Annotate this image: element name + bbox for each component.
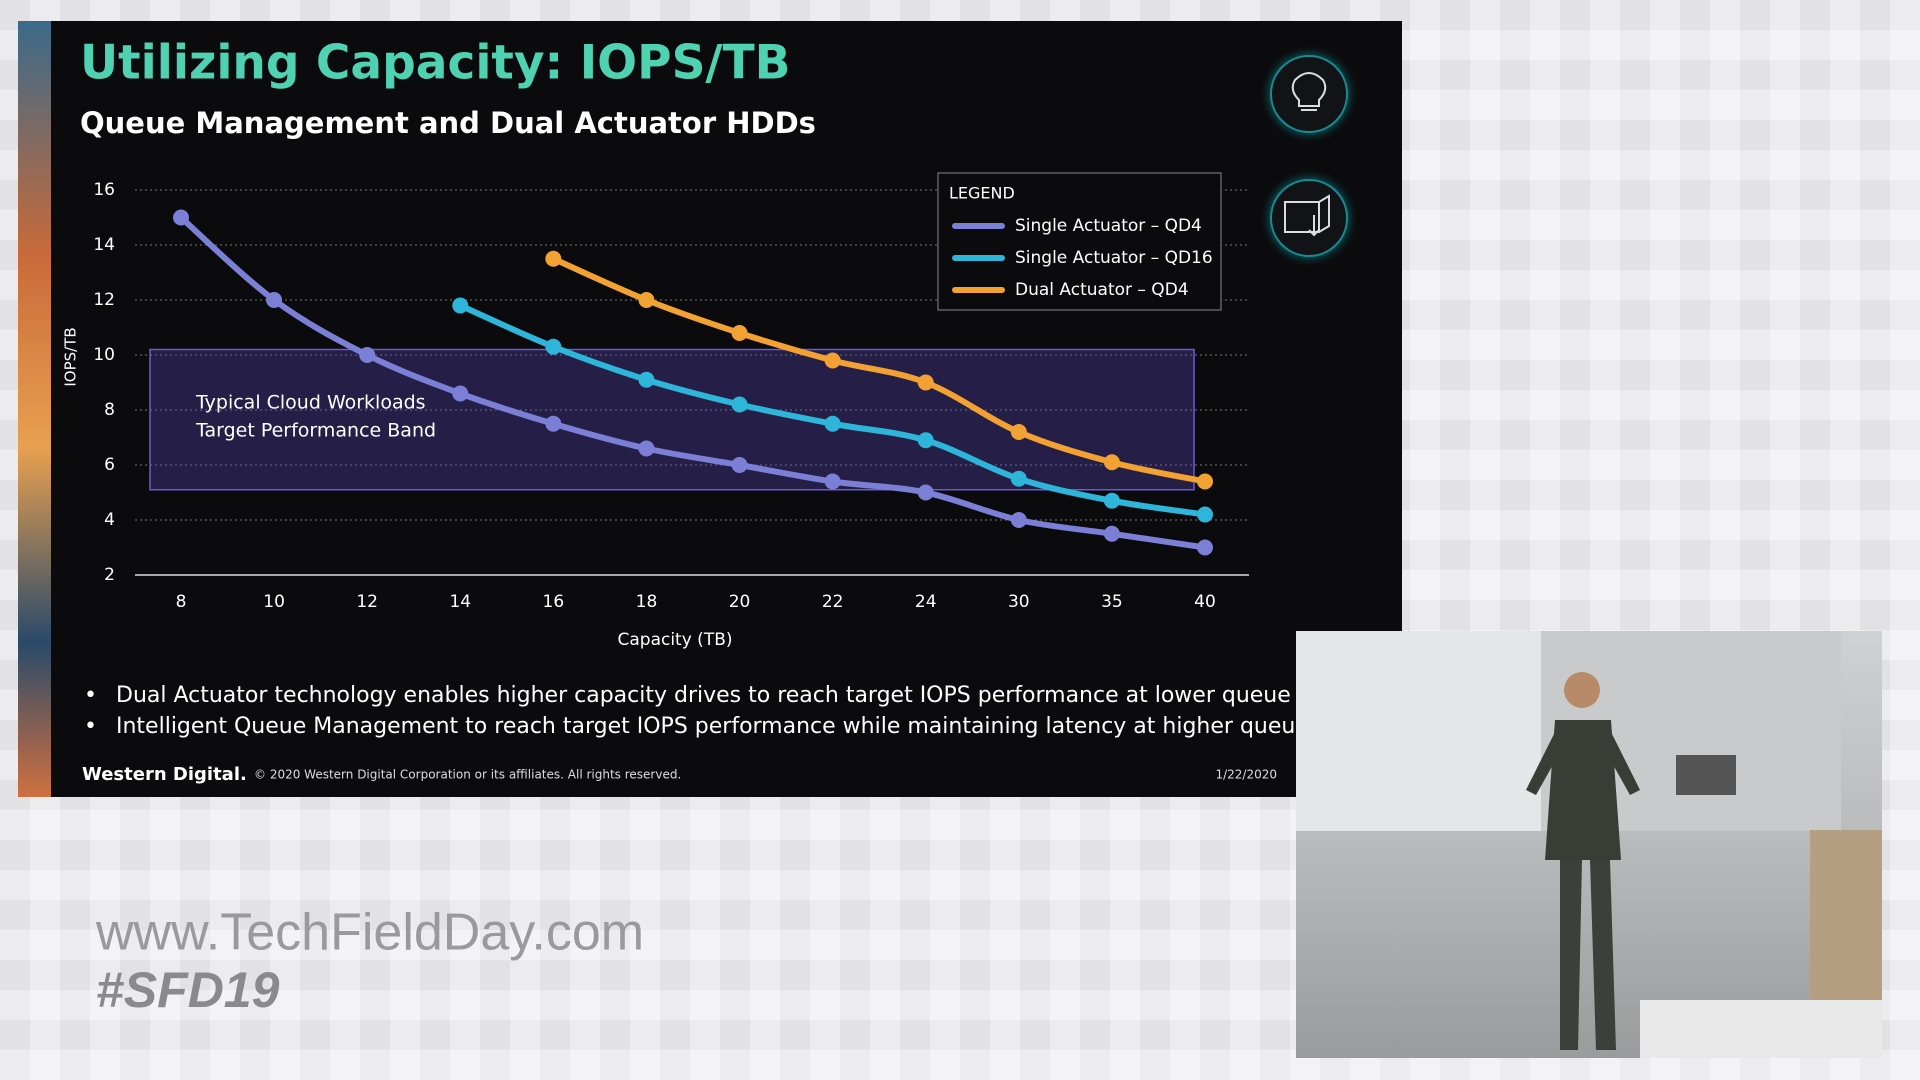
x-tick-label: 30 [1008,592,1030,612]
slide-decoration [18,21,51,797]
slide-subtitle: Queue Management and Dual Actuator HDDs [80,106,816,140]
x-tick-label: 8 [176,592,187,612]
y-axis-title: IOPS/TB [62,327,80,386]
x-tick-label: 10 [263,592,285,612]
data-point [731,457,748,473]
data-point [1010,470,1027,487]
bullet-dot: • [84,714,97,739]
x-tick-label: 18 [636,592,658,612]
slide-date: 1/22/2020 [1215,768,1277,782]
bullet: Intelligent Queue Management to reach ta… [116,714,1391,739]
data-point [1010,424,1027,440]
bullet: Dual Actuator technology enables higher … [116,683,1373,708]
data-point [638,371,655,388]
slide-title: Utilizing Capacity: IOPS/TB [80,36,791,91]
x-tick-label: 35 [1101,592,1123,612]
data-point [452,385,469,402]
speaker-video [1296,631,1882,1058]
y-tick-label: 10 [93,345,115,365]
data-point [545,415,562,432]
data-point [1103,492,1120,509]
y-tick-label: 16 [93,180,115,200]
x-tick-label: 40 [1194,592,1216,612]
y-tick-label: 6 [104,455,115,475]
band-label: Typical Cloud Workloads [195,392,426,414]
website: www.TechFieldDay.com [95,904,644,962]
y-tick-label: 12 [93,290,115,310]
legend-title: LEGEND [949,184,1015,203]
x-tick-label: 12 [356,592,378,612]
data-point [731,325,748,341]
drive-icon [1270,179,1348,257]
slide [18,21,1402,797]
data-point [638,292,655,308]
x-tick-label: 24 [915,592,937,612]
data-point [545,250,562,267]
hashtag: #SFD19 [96,962,280,1018]
data-point [1103,525,1120,542]
data-point [1197,539,1213,556]
x-tick-label: 16 [543,592,565,612]
legend-label: Dual Actuator – QD4 [1015,280,1189,300]
data-point [173,209,189,226]
x-tick-label: 14 [449,592,471,612]
copyright: © 2020 Western Digital Corporation or it… [254,768,681,782]
data-point [917,484,934,501]
data-point [731,396,748,413]
x-axis-title: Capacity (TB) [617,630,732,650]
data-point [1103,454,1120,471]
x-tick-label: 22 [822,592,844,612]
data-point [1010,512,1027,528]
data-point [917,374,934,391]
y-tick-label: 8 [104,400,115,420]
drive-glyph [1284,194,1330,237]
data-point [452,297,469,314]
lightbulb-icon [1270,55,1348,133]
data-point [824,473,841,490]
x-tick-label: 20 [729,592,751,612]
data-point [917,432,934,449]
data-point [1197,473,1213,490]
brand-logo: Western Digital. [82,764,247,785]
lightbulb-glyph [1291,72,1327,111]
data-point [266,292,283,308]
data-point [824,415,841,432]
legend-label: Single Actuator – QD16 [1015,248,1213,268]
data-point [638,440,655,457]
data-point [545,338,562,355]
bullet-dot: • [84,683,97,708]
data-point [824,352,841,369]
data-point [359,347,376,363]
y-tick-label: 14 [93,235,115,255]
data-point [1197,506,1213,523]
target-band [149,348,1195,491]
legend-label: Single Actuator – QD4 [1015,216,1202,236]
y-tick-label: 2 [104,565,115,585]
y-tick-label: 4 [104,510,115,530]
band-label: Target Performance Band [195,420,436,442]
